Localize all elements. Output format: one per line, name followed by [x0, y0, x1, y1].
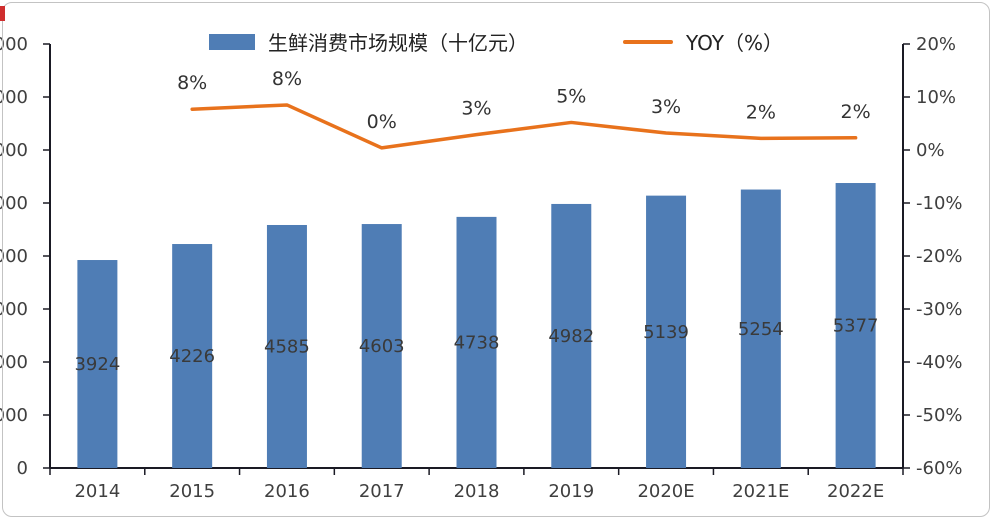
left-axis-tick-label: 0 — [17, 458, 28, 479]
yoy-point-label: 8% — [177, 72, 207, 94]
bar-2015 — [172, 244, 213, 468]
right-axis-tick-label: -50% — [916, 405, 963, 426]
bar-value-label: 5254 — [738, 319, 784, 340]
left-axis-tick-label: 000 — [0, 193, 28, 214]
x-axis-label: 2020E — [637, 481, 694, 502]
bar-2021E — [740, 189, 781, 468]
bar-value-label: 5377 — [833, 316, 879, 337]
bar-2014 — [77, 260, 118, 468]
bar-value-label: 4585 — [264, 336, 310, 357]
right-axis-tick-label: 0% — [916, 140, 945, 161]
right-axis-tick-label: -20% — [916, 246, 963, 267]
bar-series-label: 生鲜消费市场规模（十亿元） — [268, 31, 528, 55]
bar-2019 — [551, 203, 592, 469]
left-axis-tick-label: 000 — [0, 87, 28, 108]
legend: 生鲜消费市场规模（十亿元） YOY（%） — [0, 27, 992, 56]
x-axis-label: 2021E — [732, 481, 789, 502]
line-series-label: YOY（%） — [686, 31, 783, 55]
left-axis-tick-label: 000 — [0, 299, 28, 320]
right-axis-tick-label: -60% — [916, 458, 963, 479]
bar-value-label: 3924 — [74, 354, 120, 375]
x-axis-label: 2017 — [359, 481, 405, 502]
x-axis-label: 2015 — [169, 481, 215, 502]
left-axis-tick-label: 000 — [0, 352, 28, 373]
left-axis-tick-label: 000 — [0, 34, 28, 55]
line-series-swatch — [623, 39, 673, 44]
yoy-point-label: 0% — [367, 111, 397, 133]
legend-item-yoy: YOY（%） — [623, 27, 783, 56]
cropped-red-mark — [0, 6, 5, 21]
bar-value-label: 4982 — [548, 326, 594, 347]
x-axis-label: 2018 — [454, 481, 500, 502]
bar-2022E — [835, 183, 876, 469]
yoy-point-label: 5% — [556, 85, 586, 107]
bar-value-label: 5139 — [643, 322, 689, 343]
yoy-point-label: 2% — [746, 101, 776, 123]
bar-2018 — [456, 216, 497, 468]
left-axis-tick-label: 000 — [0, 140, 28, 161]
yoy-point-label: 8% — [272, 68, 302, 90]
bar-value-label: 4226 — [169, 346, 215, 367]
right-axis-tick-label: -30% — [916, 299, 963, 320]
legend-item-market-size: 生鲜消费市场规模（十亿元） — [209, 27, 528, 56]
bar-value-label: 4738 — [454, 332, 500, 353]
yoy-point-label: 3% — [651, 96, 681, 118]
x-axis-label: 2022E — [827, 481, 884, 502]
x-axis-label: 2019 — [548, 481, 594, 502]
left-axis-tick-label: 000 — [0, 405, 28, 426]
yoy-point-label: 3% — [461, 98, 491, 120]
yoy-line — [190, 103, 858, 150]
x-axis-label: 2014 — [74, 481, 120, 502]
right-axis-tick-label: 10% — [916, 87, 956, 108]
right-axis-tick-label: -10% — [916, 193, 963, 214]
bar-2020E — [646, 195, 687, 468]
x-axis-label: 2016 — [264, 481, 310, 502]
bar-2016 — [266, 224, 307, 468]
bar-2017 — [361, 224, 402, 468]
bar-series-swatch — [209, 33, 255, 50]
right-axis-tick-label: 20% — [916, 34, 956, 55]
bar-value-label: 4603 — [359, 336, 405, 357]
right-axis-tick-label: -40% — [916, 352, 963, 373]
yoy-point-label: 2% — [841, 101, 871, 123]
left-axis-tick-label: 000 — [0, 246, 28, 267]
